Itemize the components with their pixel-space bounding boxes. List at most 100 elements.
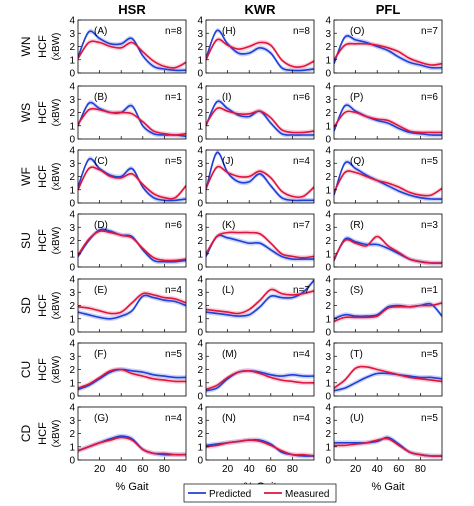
series-band-measured [206,164,314,200]
y-tick-label: 4 [69,275,75,286]
y-axis-unit: (xBW) [51,99,62,127]
y-tick-label: 1 [69,55,75,66]
series-line-measured [334,170,442,197]
panel-n-count: n=1 [165,92,182,103]
y-tick-label: 0 [325,392,331,403]
panel-plot-area [78,366,186,392]
series-line-measured [206,231,314,259]
y-tick-label: 1 [325,378,331,389]
panel-plot-area [78,100,186,139]
panel-plot-area [206,27,314,73]
y-tick-label: 2 [197,365,203,376]
panel-plot-area [206,368,314,394]
series-band-measured [78,228,186,264]
panel-Q: 0 1 2 3 4 (Q) n=5 [325,146,443,210]
series-line-measured [78,436,186,456]
series-band-predicted [78,28,186,73]
panel-letter: (D) [94,220,108,231]
y-tick-label: 0 [69,392,75,403]
y-tick-label: 4 [69,403,75,414]
panel-n-count: n=7 [293,220,310,231]
y-tick-label: 3 [325,288,331,299]
legend-label-predicted: Predicted [209,489,251,500]
y-tick-label: 4 [325,146,331,157]
series-line-measured [334,365,442,389]
series-band-predicted [206,279,314,319]
row-task-label: CD [19,425,33,443]
y-tick-label: 1 [325,55,331,66]
x-tick-label: 40 [244,464,256,475]
series-line-measured [206,369,314,391]
y-tick-label: 4 [325,339,331,350]
panel-n-count: n=3 [421,220,438,231]
panel-n-count: n=4 [293,156,310,167]
y-tick-label: 1 [197,185,203,196]
y-tick-label: 0 [197,135,203,146]
panel-D: 0 1 2 3 4 (D) n=6 [69,210,187,274]
x-tick-label: 40 [372,464,384,475]
y-tick-label: 4 [197,403,203,414]
panel-n-count: n=4 [165,413,182,424]
series-line-measured [206,165,314,199]
y-tick-label: 4 [325,210,331,221]
y-tick-label: 0 [69,263,75,274]
panel-M: 0 1 2 3 4 (M) n=4 [197,339,315,403]
series-line-predicted [206,279,314,317]
y-tick-label: 3 [197,352,203,363]
x-tick-label: 20 [350,464,362,475]
y-tick-label: 3 [69,416,75,427]
series-band-predicted [334,435,442,459]
panel-K: 0 1 2 3 4 (K) n=7 [197,210,315,274]
series-line-measured [78,292,186,315]
y-tick-label: 4 [325,275,331,286]
y-tick-label: 2 [325,301,331,312]
panel-G: 0 1 2 3 4 20 40 60 80 (G) n=4 [69,403,187,475]
y-tick-label: 0 [69,135,75,146]
y-axis-label: HCF [37,165,49,188]
y-tick-label: 1 [69,249,75,260]
y-tick-label: 3 [69,288,75,299]
panel-letter: (P) [350,92,363,103]
y-tick-label: 4 [325,403,331,414]
y-tick-label: 3 [325,29,331,40]
panel-plot-area [206,150,314,203]
y-tick-label: 1 [69,378,75,389]
y-tick-label: 3 [197,223,203,234]
x-tick-label: 60 [137,464,149,475]
y-tick-label: 1 [197,249,203,260]
panel-N: 0 1 2 3 4 20 40 60 80 (N) n=4 [197,403,315,475]
y-tick-label: 4 [69,82,75,93]
panel-n-count: n=7 [421,26,438,37]
panel-n-count: n=4 [165,285,182,296]
panel-n-count: n=7 [293,285,310,296]
row-task-label: SD [19,297,33,314]
panel-plot-area [206,98,314,138]
y-tick-label: 3 [69,95,75,106]
y-tick-label: 3 [197,95,203,106]
y-axis-label: HCF [37,101,49,124]
y-tick-label: 3 [69,352,75,363]
series-line-measured [206,38,314,68]
panel-n-count: n=5 [165,349,182,360]
panel-plot-area [206,279,314,319]
panel-A: 0 1 2 3 4 (A) n=8 [69,16,187,80]
y-tick-label: 4 [197,275,203,286]
series-band-measured [78,366,186,391]
panel-L: 0 1 2 3 4 (L) n=7 [197,275,315,339]
y-tick-label: 0 [197,263,203,274]
series-line-measured [334,110,442,134]
y-tick-label: 0 [325,456,331,467]
panel-E: 0 1 2 3 4 (E) n=4 [69,275,187,339]
panel-letter: (B) [94,92,107,103]
panel-plot-area [334,364,442,394]
panel-letter: (G) [94,413,108,424]
y-tick-label: 0 [325,328,331,339]
x-tick-label: 80 [287,464,299,475]
panel-letter: (K) [222,220,235,231]
y-tick-label: 0 [197,392,203,403]
y-tick-label: 3 [197,159,203,170]
x-tick-label: 80 [415,464,427,475]
panel-n-count: n=6 [421,92,438,103]
y-axis-unit: (xBW) [51,356,62,384]
